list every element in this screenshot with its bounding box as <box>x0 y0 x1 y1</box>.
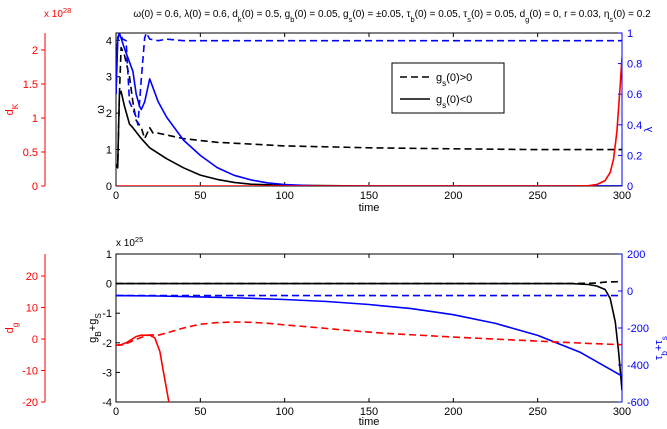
far-left-tick-label: 2 <box>32 45 38 57</box>
x-tick-label: 50 <box>194 406 206 418</box>
left-tick-label: -2 <box>102 338 112 350</box>
series-line-6 <box>116 334 170 402</box>
far-left-tick-label: 0 <box>32 181 38 193</box>
right-tick-label: 200 <box>627 249 645 261</box>
x-tick-label: 300 <box>613 190 631 202</box>
right-axis-label: λ <box>643 126 655 132</box>
far-left-tick-label: 0.5 <box>23 147 38 159</box>
x-tick-label: 300 <box>613 406 631 418</box>
x-tick-label: 250 <box>528 406 546 418</box>
x-axis-label: time <box>359 202 380 214</box>
left-axis-exponent: x 1025 <box>116 235 143 250</box>
series-line-1 <box>116 46 622 169</box>
x-tick-label: 0 <box>113 190 119 202</box>
series-group <box>116 280 622 402</box>
far-left-tick-label: 1 <box>32 113 38 125</box>
series-group <box>116 33 622 186</box>
right-axis-label: τb+τs <box>653 336 667 360</box>
left-tick-label: 0 <box>106 279 112 291</box>
right-tick-label: 0.2 <box>627 150 642 162</box>
left-tick-label: -4 <box>102 397 112 409</box>
far-left-tick-label: 20 <box>26 271 38 283</box>
right-tick-label: 0 <box>627 286 633 298</box>
series-line-3 <box>116 33 622 126</box>
left-tick-label: 1 <box>106 249 112 261</box>
legend: gs(0)>0 gs(0)<0 <box>391 62 505 114</box>
left-axis-label: gB+gS <box>87 313 103 343</box>
plot-area <box>115 32 623 187</box>
right-tick-label: -600 <box>627 397 649 409</box>
plot-area <box>115 253 623 403</box>
far-left-tick-label: 0 <box>32 334 38 346</box>
right-tick-label: 0.6 <box>627 89 642 101</box>
x-tick-label: 200 <box>444 406 462 418</box>
left-tick-label: 4 <box>106 35 112 47</box>
far-left-axis-exponent: x 1028 <box>44 6 71 21</box>
series-line-2 <box>116 282 622 391</box>
series-line-4 <box>116 33 622 186</box>
x-tick-label: 0 <box>113 406 119 418</box>
series-line-5 <box>116 321 622 347</box>
x-tick-label: 100 <box>275 190 293 202</box>
left-tick-label: 0 <box>106 181 112 193</box>
series-line-5 <box>116 56 622 186</box>
right-tick-label: 0.4 <box>627 120 642 132</box>
right-tick-label: -200 <box>627 323 649 335</box>
left-tick-label: 3 <box>106 72 112 84</box>
left-tick-label: 2 <box>106 108 112 120</box>
far-left-tick-label: 1.5 <box>23 79 38 91</box>
right-tick-label: -400 <box>627 360 649 372</box>
x-tick-label: 100 <box>275 406 293 418</box>
x-tick-label: 50 <box>194 190 206 202</box>
left-tick-label: -3 <box>102 367 112 379</box>
legend-label: gs(0)<0 <box>436 94 472 110</box>
far-left-tick-label: -10 <box>22 366 38 378</box>
x-tick-label: 150 <box>360 406 378 418</box>
series-line-4 <box>116 294 622 377</box>
left-tick-label: 1 <box>106 145 112 157</box>
left-axis-label: ω <box>95 105 107 114</box>
x-tick-label: 250 <box>528 190 546 202</box>
x-tick-label: 150 <box>360 190 378 202</box>
x-axis-label: time <box>359 416 380 428</box>
legend-label: gs(0)>0 <box>436 72 472 88</box>
right-tick-label: 1 <box>627 28 633 40</box>
legend-box <box>391 62 505 114</box>
far-left-axis-label: dK <box>4 103 20 115</box>
far-left-tick-label: -20 <box>22 397 38 409</box>
x-tick-label: 200 <box>444 190 462 202</box>
right-tick-label: 0.8 <box>627 59 642 71</box>
right-tick-label: 0 <box>627 181 633 193</box>
far-left-tick-label: 10 <box>26 303 38 315</box>
chart-title: ω(0) = 0.6, λ(0) = 0.6, dk(0) = 0.5, gb(… <box>133 9 651 24</box>
chart-panel-1: 0 50 100 150 200 250 300 time 0 1 2 3 4 ω 0 0.2 0.4 0.6 0.… <box>4 6 655 215</box>
far-left-axis-label: dg <box>4 322 20 333</box>
series-line-2 <box>116 90 622 186</box>
left-tick-label: -1 <box>102 308 112 320</box>
